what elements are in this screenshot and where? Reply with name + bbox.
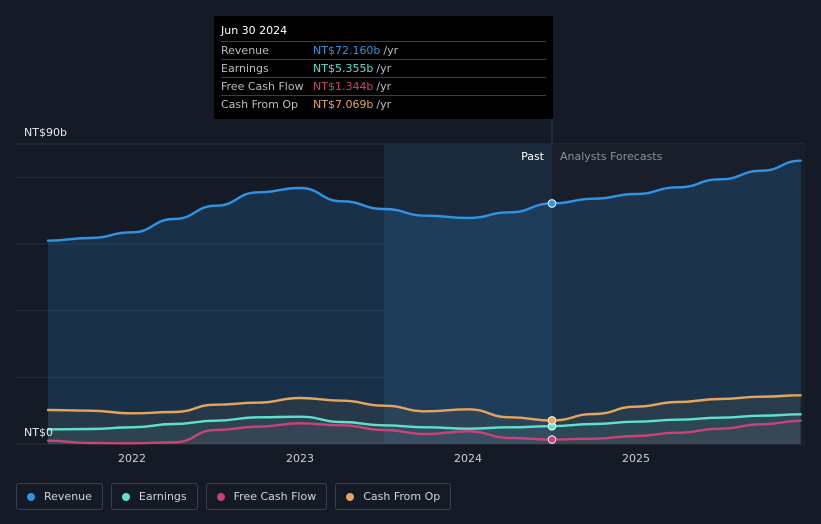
cash-from-op-line [46, 394, 802, 422]
tooltip-label: Cash From Op [221, 98, 299, 111]
legend-label: Free Cash Flow [233, 490, 317, 503]
past-shade [384, 144, 552, 444]
past-label: Past [521, 150, 544, 163]
tooltip-value: NT$1.344b [313, 80, 374, 93]
forecast-shade [552, 144, 805, 444]
legend-label: Revenue [44, 490, 92, 503]
legend-dot-icon [216, 492, 225, 501]
tooltip: Jun 30 2024 Revenue NT$72.160b/yr Earnings… [214, 16, 553, 119]
legend-item-free-cash-flow[interactable]: Free Cash Flow [205, 483, 328, 510]
series-markers [547, 199, 557, 444]
tooltip-row: Earnings NT$5.355b/yr [221, 60, 546, 78]
legend-item-cash-from-op[interactable]: Cash From Op [335, 483, 452, 510]
series-lines [46, 159, 802, 445]
earnings-line [46, 413, 802, 431]
legend-dot-icon [121, 492, 130, 501]
tooltip-value: NT$5.355b [313, 62, 374, 75]
legend: Revenue Earnings Free Cash Flow Cash From O… [16, 483, 452, 510]
tooltip-row: Revenue NT$72.160b/yr [221, 42, 546, 60]
forecast-label: Analysts Forecasts [560, 150, 663, 163]
x-tick-2022: 2022 [118, 452, 146, 465]
tooltip-unit: /yr [376, 80, 392, 93]
y-axis-top-label: NT$90b [24, 126, 67, 139]
x-tick-2023: 2023 [286, 452, 314, 465]
tooltip-row: Free Cash Flow NT$1.344b/yr [221, 78, 546, 96]
cash-from-op-area [48, 395, 801, 444]
tooltip-label: Free Cash Flow [221, 80, 304, 93]
tooltip-value: NT$72.160b [313, 44, 381, 57]
tooltip-unit: /yr [383, 44, 399, 57]
legend-item-revenue[interactable]: Revenue [16, 483, 103, 510]
shading [384, 144, 805, 444]
x-tick-2024: 2024 [454, 452, 482, 465]
free-cash-flow-marker [547, 435, 557, 444]
legend-item-earnings[interactable]: Earnings [110, 483, 198, 510]
legend-dot-icon [346, 492, 355, 501]
free-cash-flow-line [46, 419, 802, 445]
tooltip-label: Earnings [221, 62, 269, 75]
tooltip-date: Jun 30 2024 [221, 22, 546, 42]
cash-from-op-marker [547, 416, 557, 425]
revenue-line [46, 159, 802, 242]
tooltip-unit: /yr [376, 98, 392, 111]
tooltip-unit: /yr [376, 62, 392, 75]
revenue-area [48, 160, 801, 444]
x-tick-2025: 2025 [622, 452, 650, 465]
tooltip-row: Cash From Op NT$7.069b/yr [221, 96, 546, 113]
tooltip-label: Revenue [221, 44, 269, 57]
legend-label: Earnings [138, 490, 187, 503]
legend-label: Cash From Op [363, 490, 441, 503]
y-axis-bottom-label: NT$0 [24, 426, 53, 439]
tooltip-value: NT$7.069b [313, 98, 374, 111]
legend-dot-icon [27, 492, 35, 501]
revenue-marker [547, 199, 557, 208]
